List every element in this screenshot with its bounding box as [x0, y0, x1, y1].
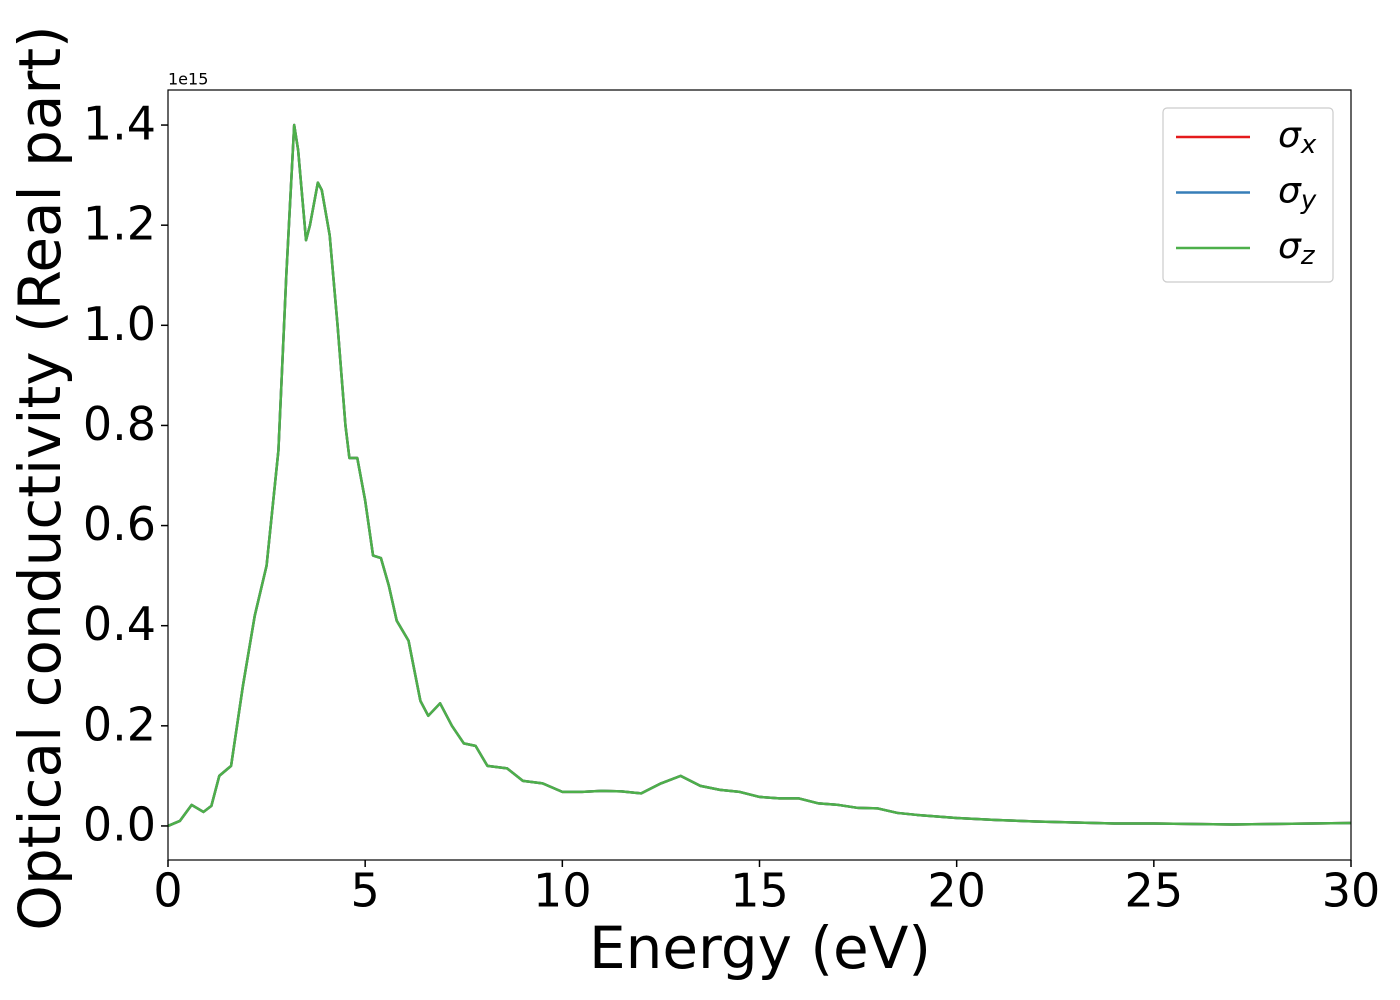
y-tick-label: 0.6 [83, 497, 156, 551]
legend-label: σz [1278, 226, 1316, 271]
y-tick-label: 1.2 [83, 197, 156, 251]
x-tick-label: 25 [1125, 864, 1184, 918]
x-tick-label: 15 [730, 864, 789, 918]
y-axis-label: Optical conductivity (Real part) [6, 25, 74, 930]
x-axis-label: Energy (eV) [589, 914, 931, 982]
x-tick-label: 0 [153, 864, 182, 918]
x-tick-label: 5 [351, 864, 380, 918]
y-tick-label: 0.4 [83, 597, 156, 651]
series-line [167, 123, 1352, 828]
plot-frame [167, 89, 1352, 861]
legend-box [1162, 107, 1334, 283]
x-tick-label: 30 [1322, 864, 1381, 918]
y-tick-label: 0.0 [83, 797, 156, 851]
y-tick-label: 0.2 [83, 697, 156, 751]
x-tick-label: 20 [927, 864, 986, 918]
x-tick-label: 10 [533, 864, 592, 918]
legend-label: σy [1278, 171, 1317, 216]
legend-label: σx [1278, 115, 1317, 160]
y-tick-label: 1.4 [83, 97, 156, 151]
offset-label: 1e15 [168, 70, 208, 89]
y-tick-label: 0.8 [83, 397, 156, 451]
y-tick-label: 1.0 [83, 297, 156, 351]
